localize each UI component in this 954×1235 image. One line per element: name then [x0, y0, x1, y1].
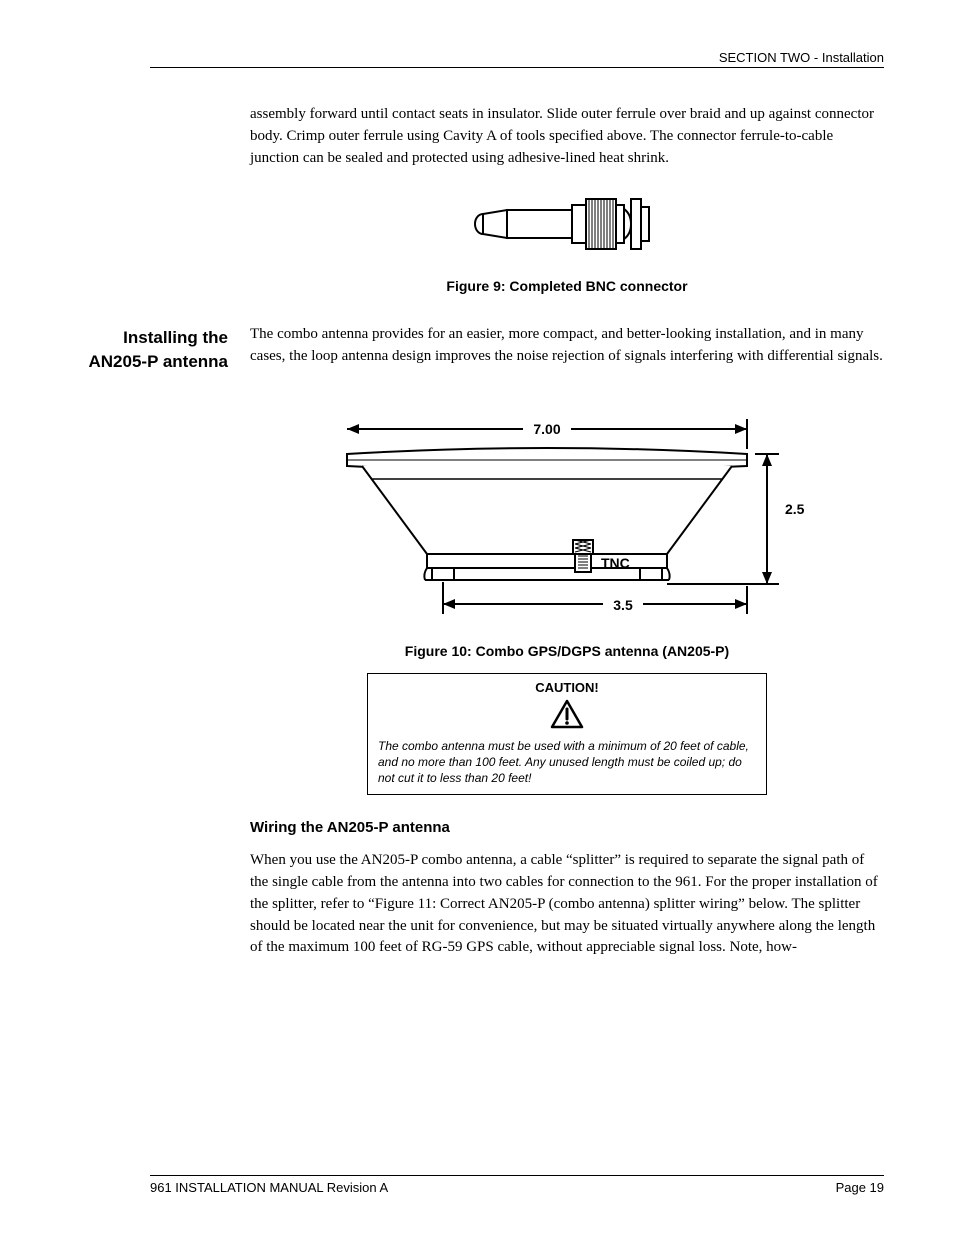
dim-top-text: 7.00 [533, 421, 560, 437]
figure-10-caption: Figure 10: Combo GPS/DGPS antenna (AN205… [250, 643, 884, 659]
caution-title: CAUTION! [378, 680, 756, 695]
caution-icon [378, 699, 756, 734]
header-section-label: SECTION TWO - Installation [150, 50, 884, 65]
footer-left: 961 INSTALLATION MANUAL Revision A [150, 1180, 388, 1195]
sidebar-heading-installing: Installing the AN205-P antenna [70, 324, 228, 374]
body-paragraph-1: assembly forward until contact seats in … [250, 104, 884, 169]
header-rule [150, 67, 884, 68]
figure-9-image [250, 189, 884, 264]
caution-box: CAUTION! The combo antenna must be used … [367, 673, 767, 796]
section-body-installing: The combo antenna provides for an easier… [250, 324, 884, 374]
footer-right: Page 19 [836, 1180, 884, 1195]
figure-10-image: 7.00 TNC [250, 394, 884, 629]
subheading-wiring: Wiring the AN205-P antenna [250, 819, 884, 836]
footer-rule [150, 1175, 884, 1176]
dim-right-text: 2.5 [785, 501, 805, 517]
tnc-label: TNC [601, 555, 630, 571]
dim-bottom-text: 3.5 [613, 597, 633, 613]
caution-text: The combo antenna must be used with a mi… [378, 738, 756, 787]
figure-9-caption: Figure 9: Completed BNC connector [250, 278, 884, 294]
body-paragraph-2: When you use the AN205-P combo antenna, … [250, 850, 884, 959]
